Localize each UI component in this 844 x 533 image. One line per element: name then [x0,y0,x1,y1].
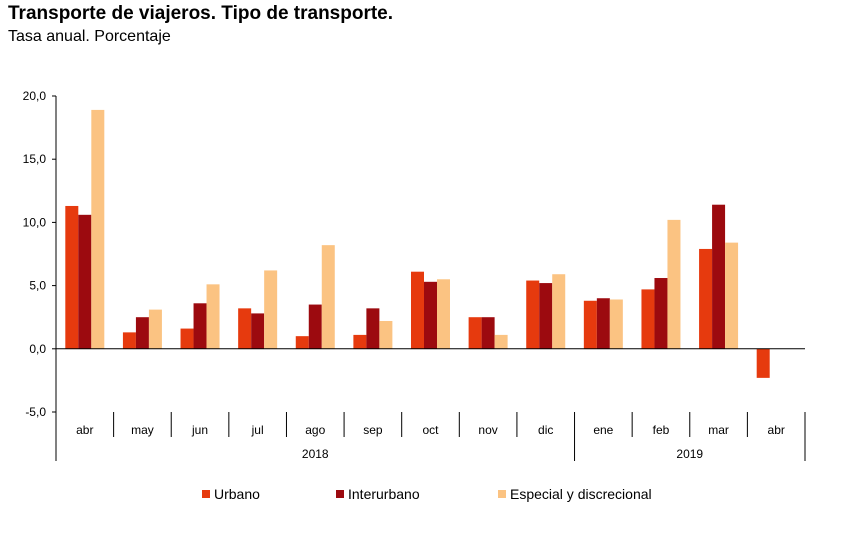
y-tick-label: 20,0 [23,89,47,103]
x-tick-label: abr [76,423,93,437]
bar-interurbano [251,313,265,349]
group-label: 2019 [676,447,703,461]
y-tick-label: 5,0 [29,279,46,293]
bar-urbano [641,289,655,349]
legend-swatch-interurbano [336,490,344,498]
bar-interurbano [481,317,495,349]
legend-swatch-urbano [202,490,210,498]
y-tick-label: 10,0 [23,215,47,229]
bar-especial-y-discrecional [437,279,450,349]
group-label: 2018 [302,447,329,461]
bar-especial-y-discrecional [321,245,335,349]
bar-especial-y-discrecional [494,334,508,349]
bar-urbano [583,300,597,349]
legend-label-interurbano: Interurbano [348,486,420,502]
bar-urbano [353,334,367,349]
bar-especial-y-discrecional [379,320,393,349]
bar-especial-y-discrecional [609,299,623,349]
bar-interurbano [712,204,726,349]
bar-urbano [65,205,79,349]
x-tick-label: jun [191,423,208,437]
bar-urbano [238,308,252,349]
x-tick-label: feb [653,423,670,437]
x-tick-label: oct [422,423,439,437]
bar-interurbano [308,304,322,349]
legend-item-urbano: Urbano [202,486,260,502]
x-tick-label: jul [251,423,264,437]
bar-interurbano [193,303,207,349]
legend-label-urbano: Urbano [214,486,260,502]
bar-urbano [122,332,136,349]
y-tick-label: 15,0 [23,152,47,166]
bar-urbano [526,280,540,349]
bar-interurbano [424,281,437,349]
legend-item-especial: Especial y discrecional [498,486,652,502]
bar-especial-y-discrecional [264,270,278,349]
bar-chart: 20,0 15,0 10,0 5,0 0,0 -5,0 abr may jun jul ago sep… [23,89,806,461]
bar-interurbano [539,283,553,349]
bar-urbano [699,248,713,349]
bar-urbano [411,271,424,349]
x-tick-label: sep [363,423,383,437]
bar-especial-y-discrecional [552,274,566,349]
bar-interurbano [654,278,668,349]
bar-especial-y-discrecional [91,109,105,349]
x-tick-label: ago [305,423,325,437]
legend-label-especial: Especial y discrecional [510,486,652,502]
x-tick-label: dic [538,423,553,437]
bar-urbano [295,336,309,349]
bar-especial-y-discrecional [148,309,162,349]
bar-interurbano [366,308,380,349]
legend-item-interurbano: Interurbano [336,486,420,502]
bar-interurbano [596,298,610,349]
bar-especial-y-discrecional [667,219,681,349]
x-tick-label: ene [593,423,613,437]
chart-legend: Urbano Interurbano Especial y discrecion… [0,486,844,504]
chart-title: Transporte de viajeros. Tipo de transpor… [8,3,394,24]
x-tick-label: abr [768,423,785,437]
y-tick-label: 0,0 [29,342,46,356]
chart-subtitle: Tasa anual. Porcentaje [8,28,171,45]
bar-interurbano [78,214,92,349]
bar-urbano [756,348,770,378]
x-tick-label: may [131,423,154,437]
legend-swatch-especial [498,490,506,498]
x-tick-label: nov [478,423,497,437]
bar-especial-y-discrecional [725,242,739,349]
y-tick-label: -5,0 [25,405,46,419]
bar-urbano [468,317,482,349]
bar-especial-y-discrecional [206,284,220,349]
bar-urbano [180,328,194,349]
bar-interurbano [135,317,149,349]
x-tick-label: mar [708,423,729,437]
